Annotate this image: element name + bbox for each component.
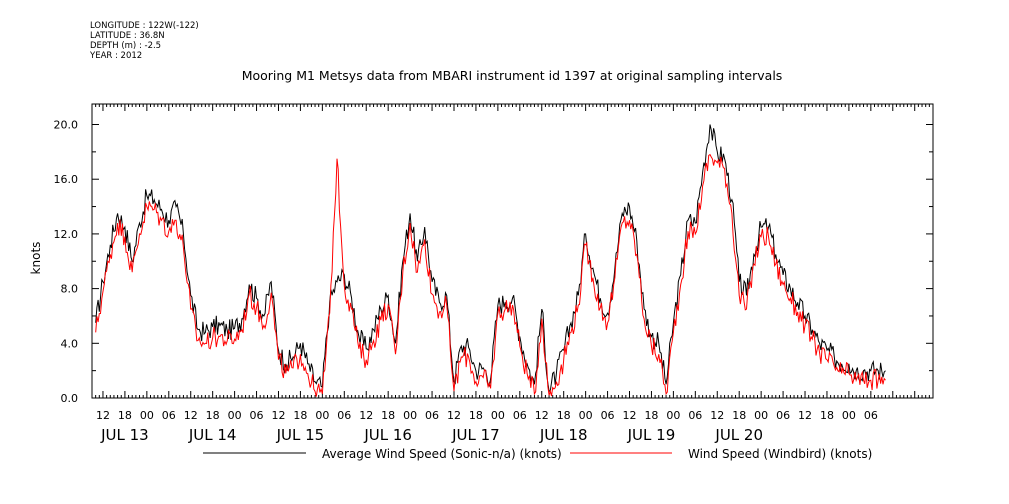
x-tick-label: 12 (535, 409, 549, 422)
x-tick-label: 12 (359, 409, 373, 422)
y-axis-label: knots (29, 242, 43, 275)
y-tick-label: 16.0 (54, 173, 79, 186)
x-tick-label: 06 (513, 409, 527, 422)
chart-title: Mooring M1 Metsys data from MBARI instru… (242, 68, 783, 83)
longitude-label: LONGITUDE : 122W(-122) (90, 21, 199, 31)
x-day-label: JUL 14 (188, 426, 237, 444)
x-tick-label: 06 (337, 409, 351, 422)
x-tick-label: 06 (601, 409, 615, 422)
x-tick-label: 12 (447, 409, 461, 422)
x-tick-label: 12 (623, 409, 637, 422)
x-tick-label: 12 (271, 409, 285, 422)
y-tick-label: 0.0 (61, 392, 79, 405)
x-tick-label: 06 (688, 409, 702, 422)
x-tick-label: 18 (206, 409, 220, 422)
series-lines (95, 124, 886, 397)
y-tick-label: 4.0 (61, 337, 79, 350)
y-tick-label: 8.0 (61, 283, 79, 296)
x-tick-labels: 12 18 00 06 12 18 00 06 12 18 00 06 12 18 00 06 12 18 00 06… (96, 409, 878, 422)
x-tick-label: 18 (732, 409, 746, 422)
x-day-label: JUL 19 (627, 426, 676, 444)
axis-ticks (91, 104, 934, 399)
x-tick-label: 12 (184, 409, 198, 422)
x-day-label: JUL 17 (451, 426, 500, 444)
legend-label-windbird: Wind Speed (Windbird) (knots) (688, 447, 872, 461)
x-day-label: JUL 20 (714, 426, 763, 444)
x-tick-label: 06 (162, 409, 176, 422)
x-tick-label: 18 (820, 409, 834, 422)
legend-label-average-wind: Average Wind Speed (Sonic-n/a) (knots) (322, 447, 562, 461)
x-tick-label: 18 (644, 409, 658, 422)
y-tick-labels: 0.0 4.0 8.0 12.0 16.0 20.0 (54, 119, 79, 405)
x-tick-label: 18 (293, 409, 307, 422)
series-line-windbird (95, 153, 886, 397)
x-tick-label: 18 (381, 409, 395, 422)
x-tick-label: 18 (557, 409, 571, 422)
x-tick-label: 00 (666, 409, 680, 422)
x-tick-label: 06 (250, 409, 264, 422)
legend: Average Wind Speed (Sonic-n/a) (knots) W… (203, 447, 872, 461)
metadata-block: LONGITUDE : 122W(-122) LATITUDE : 36.8N … (90, 21, 199, 61)
x-tick-label: 00 (403, 409, 417, 422)
series-line-average-wind (95, 124, 886, 392)
depth-label: DEPTH (m) : -2.5 (90, 41, 162, 51)
x-tick-label: 00 (140, 409, 154, 422)
x-day-labels: JUL 13 JUL 14 JUL 15 JUL 16 JUL 17 JUL 18 JUL … (100, 426, 763, 444)
x-tick-label: 06 (864, 409, 878, 422)
x-tick-label: 00 (315, 409, 329, 422)
x-tick-label: 06 (776, 409, 790, 422)
x-tick-label: 18 (118, 409, 132, 422)
year-label: YEAR : 2012 (90, 51, 143, 61)
x-day-label: JUL 18 (539, 426, 588, 444)
x-tick-label: 00 (228, 409, 242, 422)
x-day-label: JUL 16 (363, 426, 412, 444)
x-day-label: JUL 13 (100, 426, 149, 444)
x-day-label: JUL 15 (276, 426, 325, 444)
x-tick-label: 12 (710, 409, 724, 422)
x-tick-label: 06 (425, 409, 439, 422)
x-tick-label: 12 (798, 409, 812, 422)
x-tick-label: 18 (469, 409, 483, 422)
x-tick-label: 00 (842, 409, 856, 422)
y-tick-label: 12.0 (54, 228, 79, 241)
plot-frame (91, 103, 934, 399)
x-tick-label: 00 (754, 409, 768, 422)
y-tick-label: 20.0 (54, 119, 79, 132)
x-tick-label: 00 (579, 409, 593, 422)
x-tick-label: 12 (96, 409, 110, 422)
x-tick-label: 00 (491, 409, 505, 422)
latitude-label: LATITUDE : 36.8N (90, 31, 165, 41)
